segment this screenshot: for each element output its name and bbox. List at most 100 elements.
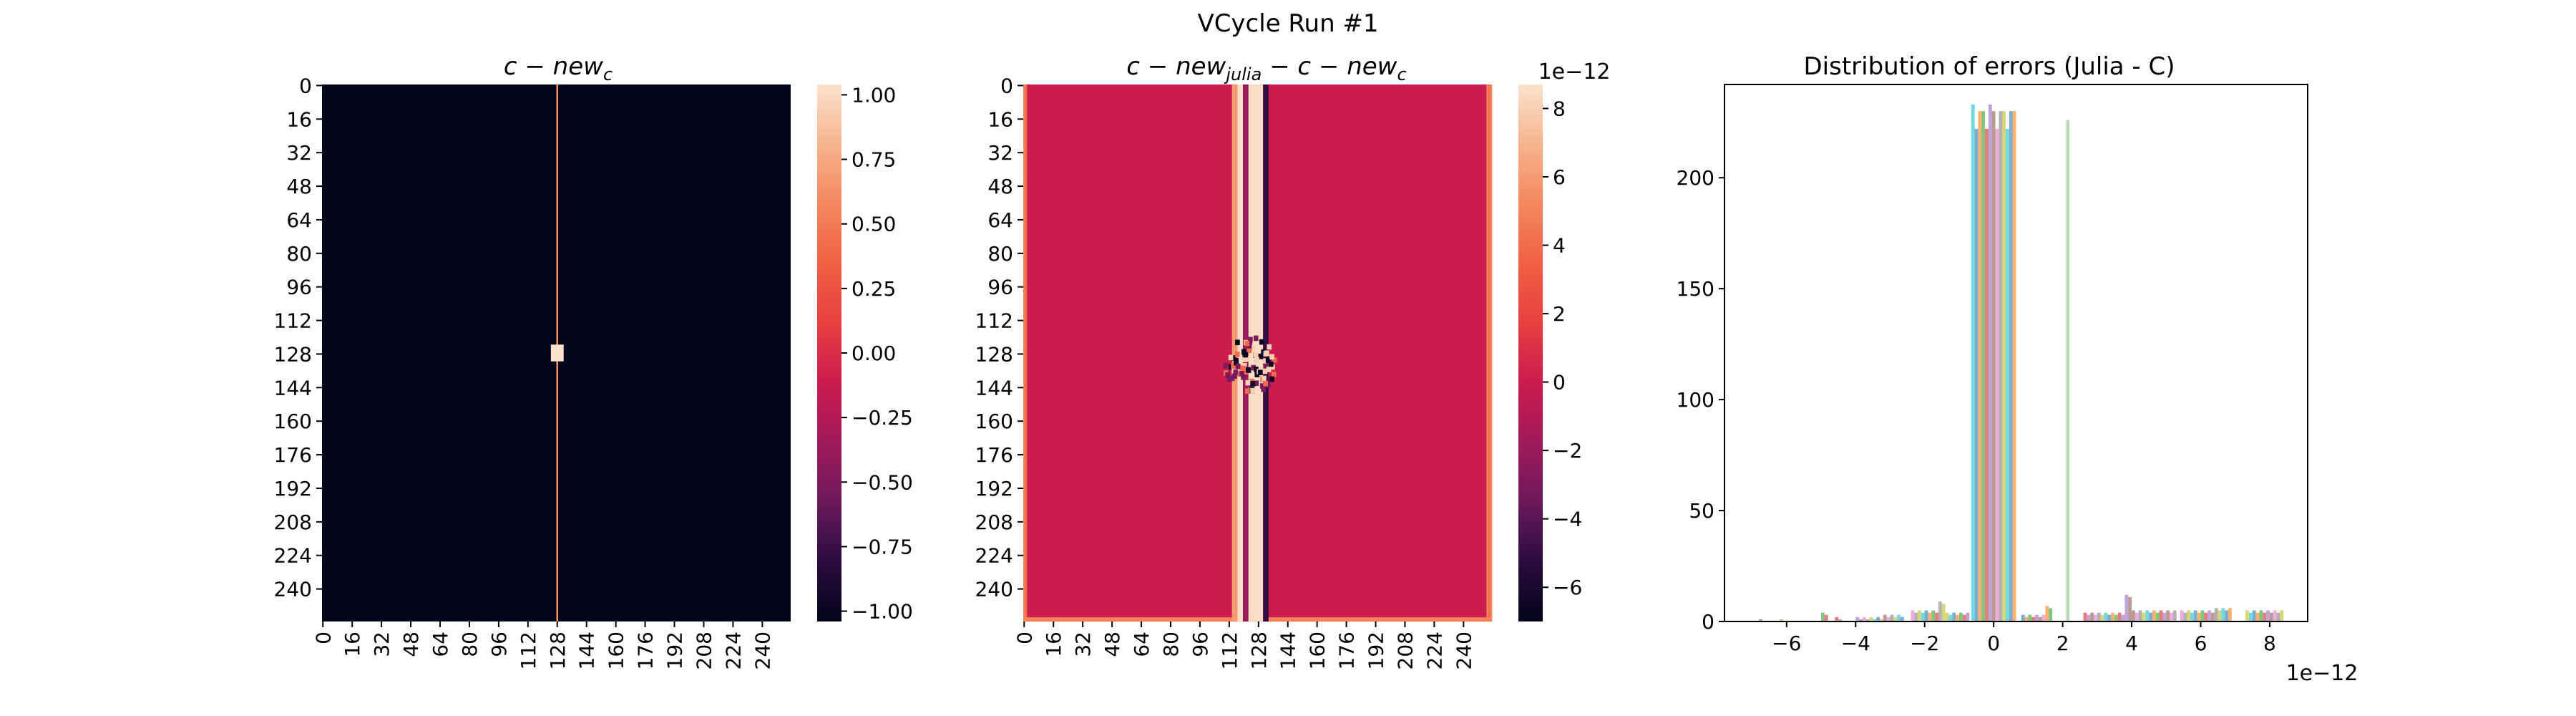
y-tick-label-1-5: 80 [286, 242, 312, 266]
hist-bar-6-0 [1911, 611, 1914, 621]
y-tick-label-2-5: 80 [987, 242, 1013, 266]
hist-bar-13-2 [2090, 613, 2094, 621]
hist-bar-15-1 [2135, 613, 2139, 621]
hist-y-tick-label-3: 150 [1677, 277, 1714, 301]
heatmap-2-feature-7-cell-86 [1258, 369, 1263, 375]
hist-x-tick-label-2: −2 [1910, 632, 1939, 655]
colorbar-1-tick-label-5: −0.25 [852, 406, 913, 430]
hist-bar-11-0 [2045, 606, 2049, 621]
hist-bar-16-4 [2194, 611, 2197, 621]
colorbar-1-tick-label-7: −0.75 [852, 535, 913, 558]
x-tick-label-1-11: 176 [634, 632, 658, 669]
x-tick-label-2-0: 0 [1013, 632, 1036, 644]
heatmap-2-feature-7-cell-58 [1254, 336, 1259, 342]
hist-bar-16-8 [2207, 611, 2211, 621]
hist-bar-9-7 [1996, 129, 1999, 621]
hist-x-tick-label-5: 4 [2125, 632, 2138, 655]
hist-bar-17-0 [2215, 608, 2218, 621]
panel-1-title-sub: c [603, 64, 613, 84]
y-tick-label-1-15: 240 [274, 578, 312, 601]
hist-bin-11 [2045, 606, 2052, 621]
heatmap-2-feature-7-cell-45 [1262, 376, 1267, 382]
hist-bar-9-5 [1989, 105, 1992, 621]
hist-bar-7-1 [1942, 604, 1946, 621]
y-tick-label-1-13: 208 [274, 511, 312, 534]
hist-bar-18-0 [2245, 611, 2249, 621]
hist-x-tick-label-6: 6 [2195, 632, 2207, 655]
colorbar-2-gradient [1518, 84, 1543, 621]
hist-bar-15-7 [2156, 613, 2160, 621]
x-tick-label-2-3: 48 [1101, 632, 1124, 657]
x-tick-label-1-14: 224 [721, 632, 745, 669]
heatmap-1-feature-1 [551, 344, 564, 361]
hist-bar-13-10 [2118, 613, 2122, 621]
heatmap-2-feature-7-cell-60 [1241, 366, 1246, 372]
hist-bar-15-9 [2162, 613, 2166, 621]
hist-bar-13-8 [2111, 613, 2114, 621]
y-tick-label-1-3: 48 [286, 175, 312, 198]
hist-bar-15-3 [2142, 613, 2146, 621]
heatmap-2-feature-7-cell-61 [1229, 355, 1234, 361]
hist-bar-13-3 [2094, 615, 2097, 621]
heatmap-2-feature-7-cell-85 [1269, 354, 1274, 360]
heatmap-2-feature-7-cell-24 [1245, 388, 1250, 394]
hist-bin-12 [2066, 120, 2069, 621]
hist-bar-10-2 [2028, 615, 2031, 621]
hist-bar-10-6 [2042, 615, 2046, 621]
hist-y-tick-label-4: 200 [1677, 166, 1714, 190]
y-tick-label-2-12: 192 [975, 477, 1013, 500]
heatmap-2-feature-7-cell-44 [1242, 357, 1247, 362]
y-tick-label-2-11: 176 [975, 443, 1013, 467]
x-tick-label-1-5: 80 [458, 632, 482, 657]
x-tick-label-1-2: 32 [370, 632, 394, 657]
colorbar-1-tick-label-3: 0.25 [852, 277, 896, 301]
x-tick-label-1-0: 0 [311, 632, 335, 644]
hist-bar-18-1 [2249, 613, 2253, 621]
hist-bar-18-2 [2253, 611, 2256, 621]
heatmap-2-feature-7-cell-16 [1235, 352, 1240, 357]
y-tick-label-2-2: 32 [987, 141, 1013, 165]
heatmap-2-feature-0-col-4 [1490, 84, 1492, 621]
hist-bar-5-0 [1883, 615, 1887, 621]
y-tick-label-1-12: 192 [274, 477, 312, 500]
panel-3-x-offset: 1e−12 [2286, 661, 2358, 686]
x-tick-label-2-13: 208 [1393, 632, 1417, 669]
hist-bar-18-10 [2280, 611, 2283, 621]
x-tick-label-2-1: 16 [1042, 632, 1065, 657]
colorbar-2-tick-label-2: 4 [1553, 234, 1566, 258]
hist-bar-18-9 [2277, 613, 2280, 621]
hist-bar-14-0 [2124, 595, 2128, 621]
hist-bar-6-7 [1935, 613, 1938, 621]
heatmap-2-feature-7-cell-81 [1267, 367, 1272, 372]
colorbar-2-tick-label-5: −2 [1553, 439, 1582, 463]
x-tick-label-2-6: 96 [1189, 632, 1212, 657]
colorbar-2-tick-label-3: 2 [1553, 302, 1566, 326]
hist-bar-10-4 [2035, 615, 2039, 621]
x-tick-label-2-2: 32 [1071, 632, 1095, 657]
hist-bar-13-11 [2122, 615, 2125, 621]
panel-2-title: c − newjulia − c − newc [1126, 52, 1406, 84]
hist-bin-14 [2124, 595, 2132, 621]
hist-bar-2-1 [1825, 615, 1828, 621]
hist-bar-18-4 [2259, 611, 2263, 621]
heatmap-2-feature-7-cell-78 [1254, 357, 1259, 363]
hist-y-tick-label-2: 100 [1677, 388, 1714, 412]
hist-bar-13-6 [2104, 613, 2107, 621]
x-tick-label-1-7: 112 [517, 632, 540, 669]
hist-bar-9-10 [2006, 129, 2009, 621]
y-tick-label-2-8: 128 [975, 342, 1013, 366]
heatmap-2-feature-7-cell-84 [1267, 344, 1272, 350]
colorbar-1-tick-label-8: −1.00 [852, 600, 913, 624]
x-tick-label-1-13: 208 [692, 632, 716, 669]
colorbar-1-tick-label-1: 0.75 [852, 148, 896, 172]
hist-bar-13-5 [2101, 615, 2104, 621]
hist-bar-9-0 [1971, 105, 1975, 621]
hist-bar-17-4 [2228, 608, 2232, 621]
hist-bar-15-6 [2152, 611, 2156, 621]
hist-bar-15-0 [2132, 611, 2135, 621]
hist-bin-9 [1971, 105, 2016, 621]
hist-y-tick-label-1: 50 [1689, 499, 1714, 523]
x-tick-label-2-4: 64 [1130, 632, 1153, 657]
x-tick-label-1-15: 240 [751, 632, 774, 669]
